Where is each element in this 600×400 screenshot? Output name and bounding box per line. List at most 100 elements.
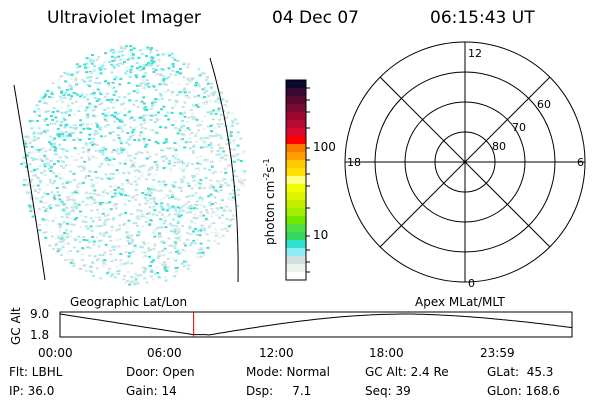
pixel — [109, 208, 113, 211]
pixel — [241, 150, 245, 153]
pixel — [128, 283, 132, 286]
pixel — [141, 191, 145, 194]
pixel — [44, 209, 48, 212]
pixel — [143, 251, 147, 254]
pixel — [134, 272, 138, 275]
pixel — [69, 261, 73, 264]
pixel — [129, 212, 133, 215]
pixel — [74, 138, 78, 141]
pixel — [103, 135, 107, 138]
pixel — [51, 138, 55, 141]
pixel — [162, 241, 166, 244]
pixel — [126, 132, 130, 135]
pixel — [84, 269, 88, 272]
pixel — [75, 217, 79, 220]
pixel — [24, 144, 28, 147]
pixel — [233, 138, 237, 141]
pixel — [129, 280, 133, 283]
pixel — [84, 142, 88, 145]
pixel — [129, 159, 133, 162]
pixel — [175, 101, 179, 104]
pixel — [191, 149, 195, 152]
pixel — [106, 177, 110, 180]
pixel — [95, 77, 99, 80]
pixel — [181, 179, 185, 182]
pixel — [173, 58, 177, 61]
pixel — [148, 194, 152, 197]
pixel — [112, 216, 116, 219]
pixel — [232, 153, 236, 156]
pixel — [200, 72, 204, 75]
pixel — [103, 95, 107, 98]
pixel — [111, 86, 115, 89]
pixel — [148, 223, 152, 226]
pixel — [232, 169, 236, 172]
timeline-frame — [59, 311, 573, 338]
pixel — [233, 214, 237, 217]
pixel — [220, 198, 224, 201]
colorbar-frame — [285, 79, 307, 281]
pixel — [73, 113, 77, 116]
pixel — [103, 118, 107, 121]
pixel — [92, 274, 96, 277]
pixel — [64, 131, 68, 134]
pixel — [54, 237, 58, 240]
pixel — [125, 179, 129, 182]
pixel — [78, 95, 82, 98]
pixel — [196, 162, 200, 165]
pixel — [95, 143, 99, 146]
pixel — [174, 259, 178, 262]
pixel — [236, 153, 240, 156]
pixel — [226, 113, 230, 116]
pixel — [64, 202, 68, 205]
pixel — [225, 217, 229, 220]
pixel — [86, 113, 90, 116]
pixel — [136, 169, 140, 172]
pixel — [58, 133, 62, 136]
pixel — [191, 117, 195, 120]
pixel — [91, 144, 95, 147]
pixel — [104, 173, 108, 176]
pixel — [127, 219, 131, 222]
pixel — [144, 255, 148, 258]
pixel — [48, 181, 52, 184]
pixel — [139, 274, 143, 277]
pixel — [144, 216, 148, 219]
pixel — [163, 155, 167, 158]
instrument-title: Ultraviolet Imager — [47, 8, 201, 28]
pixel — [91, 236, 95, 239]
pixel — [166, 111, 170, 114]
altitude-timeline[interactable] — [0, 0, 600, 345]
pixel — [190, 187, 194, 190]
pixel — [162, 180, 166, 183]
pixel — [199, 253, 203, 256]
pixel — [94, 129, 98, 132]
pixel — [67, 104, 71, 107]
pixel — [43, 154, 47, 157]
pixel — [171, 91, 175, 94]
pixel — [137, 151, 141, 154]
pixel — [63, 138, 67, 141]
apex-label: Apex MLat/MLT — [415, 295, 505, 309]
pixel — [144, 193, 148, 196]
pixel — [115, 117, 119, 120]
pixel — [56, 85, 60, 88]
pixel — [144, 188, 148, 191]
pixel — [41, 147, 45, 150]
pixel — [39, 200, 43, 203]
pixel — [157, 251, 161, 254]
pixel — [178, 91, 182, 94]
pixel — [60, 121, 64, 124]
pixel — [26, 170, 30, 173]
pixel — [112, 51, 116, 54]
pixel — [176, 212, 180, 215]
pixel — [103, 158, 107, 161]
pixel — [42, 231, 46, 234]
pixel — [206, 82, 210, 85]
pixel — [46, 162, 50, 165]
pixel — [190, 163, 194, 166]
pixel — [65, 213, 69, 216]
pixel — [119, 262, 123, 265]
pixel — [143, 114, 147, 117]
pixel — [83, 160, 87, 163]
